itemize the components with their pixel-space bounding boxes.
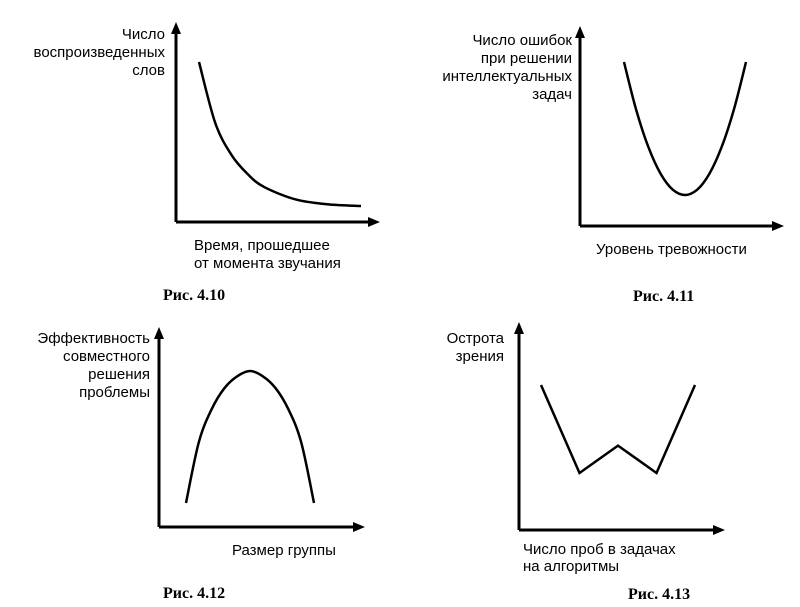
series-line	[197, 61, 362, 208]
y-axis-label-line-1: Число ошибок	[472, 32, 572, 49]
figure-caption: Рис. 4.11	[633, 288, 694, 305]
chart-4-10: Число воспроизведенных слов Время, проше…	[34, 22, 380, 304]
series-line	[184, 369, 316, 504]
figure-caption: Рис. 4.10	[163, 287, 225, 304]
x-axis-label-line-2: на алгоритмы	[523, 558, 619, 575]
figure-caption: Рис. 4.12	[163, 585, 225, 602]
y-axis-label-line-4: задач	[532, 86, 572, 103]
x-axis-label: Размер группы	[232, 542, 336, 559]
y-axis-label-line-1: Эффективность	[37, 330, 150, 347]
figure-caption: Рис. 4.13	[628, 586, 690, 603]
chart-4-13: Острота зрения Число проб в задачах на а…	[447, 322, 725, 603]
y-axis-label-line-2: воспроизведенных	[34, 44, 166, 61]
chart-4-12: Эффективность совместного решения пробле…	[37, 327, 365, 602]
series-line	[622, 61, 748, 197]
y-axis-label-line-3: решения	[88, 366, 150, 383]
chart-4-11: Число ошибок при решении интеллектуальны…	[442, 26, 784, 305]
y-axis-label-line-2: при решении	[481, 50, 572, 67]
y-axis-label-line-2: совместного	[63, 348, 150, 365]
y-axis-label-line-3: интеллектуальных	[442, 68, 572, 85]
y-axis-label-line-1: Число	[122, 26, 165, 43]
x-axis-label: Уровень тревожности	[596, 241, 747, 258]
x-axis-label-line-1: Число проб в задачах	[523, 541, 676, 558]
x-axis-label-line-1: Время, прошедшее	[194, 237, 330, 254]
series-line	[539, 384, 697, 475]
y-axis-label-line-4: проблемы	[79, 384, 150, 401]
x-axis-label-line-2: от момента звучания	[194, 255, 341, 272]
y-axis-label-line-2: зрения	[456, 348, 504, 365]
y-axis-label-line-1: Острота	[447, 330, 505, 347]
y-axis-label-line-3: слов	[132, 62, 165, 79]
